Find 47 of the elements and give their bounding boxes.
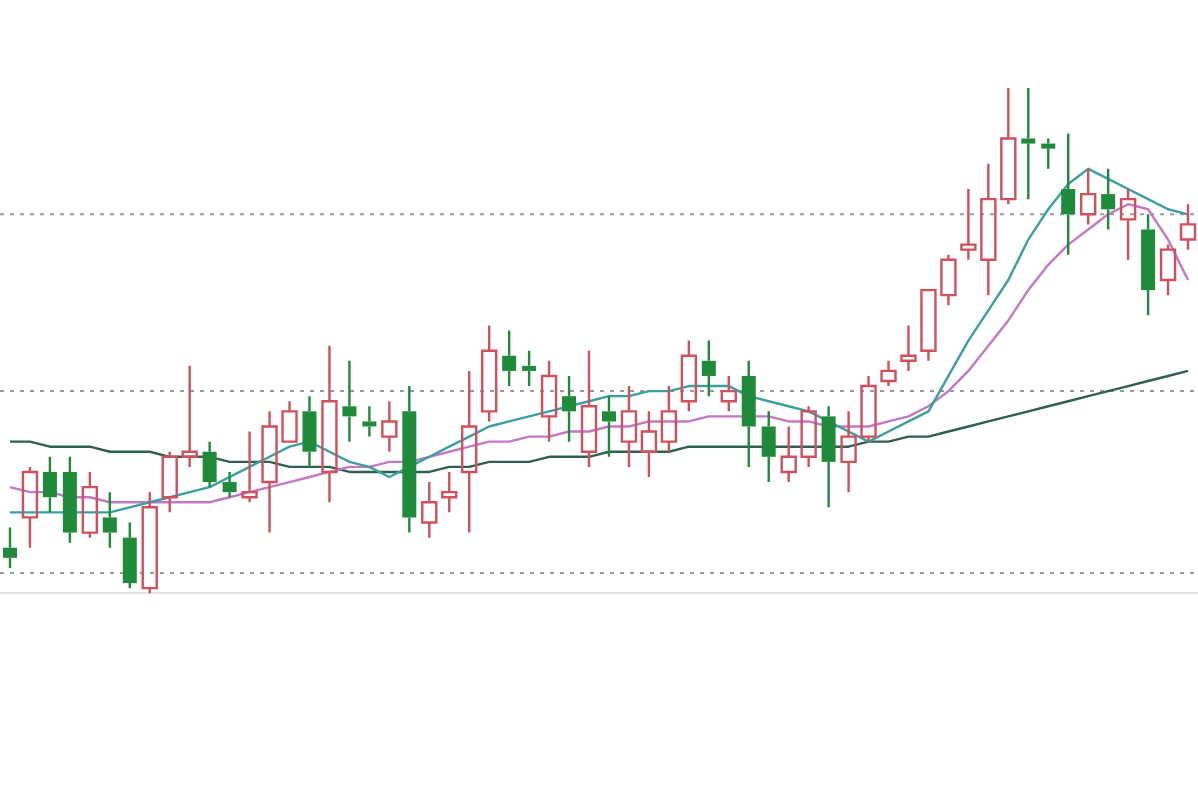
candlestick [222,470,237,499]
candlestick [1159,243,1177,297]
candlestick [81,470,99,539]
candlestick [421,480,438,539]
candlestick [302,394,317,469]
candlestick [1119,187,1137,261]
candlestick [502,329,517,388]
candlestick [1041,137,1056,171]
candlestick [122,521,137,590]
candlestick [1021,86,1036,201]
candlestick [102,490,117,549]
candlestick [42,455,57,514]
candlestick [2,526,17,570]
candlestick [741,359,756,469]
candlestick [761,410,776,484]
candlestick [202,440,217,489]
candlestick [21,465,39,549]
candlestick [562,374,577,443]
candlestick [62,455,77,544]
candlestick [141,490,158,595]
candlestick [620,384,638,469]
candlestick [402,384,417,534]
candlestick [461,369,478,534]
candlestick [480,324,498,423]
candlestick [1079,167,1097,226]
candlestick [880,359,897,388]
candlestick [580,349,598,469]
candlestick [900,324,917,373]
candlestick [362,405,377,438]
candlestick [321,344,338,504]
candlestick [1101,167,1116,231]
candlestick [241,430,258,504]
candlestick [381,400,398,453]
candlestick [701,339,716,398]
candlestick [540,359,558,443]
candlestick [1141,213,1156,317]
candlestick [342,359,357,443]
candlestick [660,384,678,453]
candlestick [1179,203,1197,251]
candlestick [821,405,836,509]
candlestick [1061,132,1076,256]
candlestick [441,470,458,514]
candlestick [522,349,537,388]
candlestick [640,410,658,479]
candlestick [680,339,698,413]
candlestick [720,374,737,413]
candlestick [601,394,616,458]
